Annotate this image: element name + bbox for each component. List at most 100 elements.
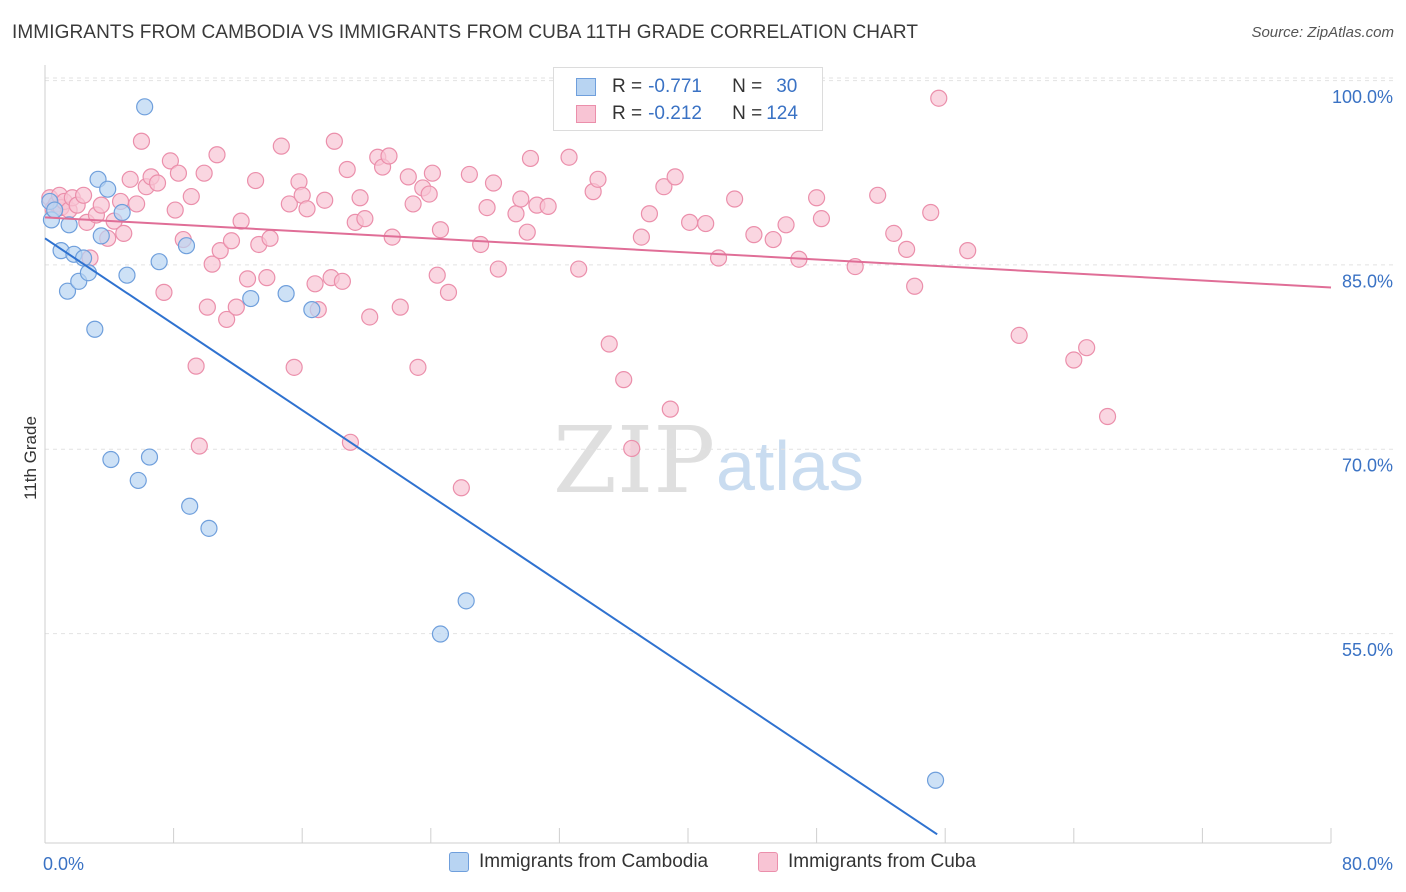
cuba-point xyxy=(211,242,229,260)
cuba-point xyxy=(148,174,167,192)
cambodia-n-label: N = xyxy=(732,76,763,97)
cuba-legend-swatch xyxy=(758,852,778,872)
cuba-point xyxy=(208,146,226,164)
cambodia-point xyxy=(58,282,77,300)
cuba-point xyxy=(539,197,557,215)
cuba-point xyxy=(325,132,343,150)
cuba-point xyxy=(1078,339,1096,357)
cambodia-legend-label: Immigrants from Cambodia xyxy=(479,851,709,872)
watermark: ZIP atlas xyxy=(553,407,864,514)
cambodia-point xyxy=(86,320,104,338)
cuba-point xyxy=(489,260,507,278)
cambodia-point xyxy=(129,471,147,490)
cuba-point xyxy=(661,400,679,418)
cambodia-point xyxy=(102,450,120,469)
cuba-point xyxy=(218,310,236,329)
gridlines xyxy=(45,77,1395,635)
cuba-point xyxy=(521,149,540,168)
cuba-point xyxy=(227,298,245,316)
cuba-point xyxy=(420,185,438,203)
cuba-point xyxy=(272,137,290,155)
y-tick-label: 70.0% xyxy=(1342,456,1393,476)
cuba-point xyxy=(959,242,977,260)
cuba-n-value: 124 xyxy=(766,103,798,124)
cuba-point xyxy=(190,437,208,455)
cuba-point xyxy=(478,199,496,217)
cuba-point xyxy=(807,189,826,207)
cuba-point xyxy=(472,235,490,254)
legend-row-cambodia: R = -0.771 N = 30 xyxy=(576,75,797,99)
cuba-swatch xyxy=(576,105,596,123)
cuba-point xyxy=(764,230,782,249)
cuba-point xyxy=(121,170,139,188)
cambodia-point xyxy=(457,592,475,610)
cuba-point xyxy=(261,229,279,247)
cuba-point xyxy=(777,216,795,234)
cuba-point xyxy=(195,164,213,182)
cuba-point xyxy=(316,191,334,209)
cambodia-point xyxy=(277,285,295,303)
cuba-point xyxy=(709,249,728,267)
cuba-point xyxy=(922,203,940,222)
cuba-point xyxy=(380,147,398,165)
y-axis-label: 11th Grade xyxy=(21,416,40,500)
source-label: Source: ZipAtlas.com xyxy=(1251,24,1394,41)
cambodia-point xyxy=(200,519,218,537)
cuba-point xyxy=(726,190,744,208)
cuba-point xyxy=(623,439,641,458)
cuba-point xyxy=(409,358,427,376)
cuba-point xyxy=(570,260,588,278)
tick-labels: 100.0% 85.0% 70.0% 55.0% 0.0% 80.0% xyxy=(43,87,1393,874)
cuba-point xyxy=(518,223,536,241)
cuba-point xyxy=(885,224,903,243)
cuba-point xyxy=(182,187,200,206)
cuba-point xyxy=(333,272,351,290)
cuba-point xyxy=(132,132,151,150)
cuba-point xyxy=(92,196,110,214)
cuba-point xyxy=(222,232,241,250)
cambodia-point xyxy=(431,625,450,643)
cuba-point xyxy=(812,210,831,228)
watermark-atlas: atlas xyxy=(716,427,864,505)
cuba-point xyxy=(74,186,93,204)
cuba-point xyxy=(404,195,422,213)
cambodia-point xyxy=(60,216,78,234)
cambodia-legend-swatch xyxy=(449,852,469,872)
cuba-point xyxy=(930,89,948,107)
y-tick-label: 100.0% xyxy=(1332,87,1393,107)
cuba-point xyxy=(351,189,369,207)
cuba-point xyxy=(246,171,265,190)
correlation-legend: R = -0.771 N = 30 R = -0.212 N = 124 xyxy=(553,67,823,131)
cuba-trend-line xyxy=(44,216,1332,289)
cuba-point xyxy=(666,168,684,186)
cuba-point xyxy=(615,371,633,389)
cambodia-point xyxy=(150,253,168,271)
cuba-point xyxy=(280,195,298,213)
cuba-point xyxy=(898,240,916,258)
cuba-point xyxy=(431,221,450,239)
cuba-point xyxy=(298,200,316,218)
legend-row-cuba: R = -0.212 N = 124 xyxy=(576,102,798,126)
cambodia-r-label: R = xyxy=(612,76,643,97)
cuba-point xyxy=(115,224,133,243)
cuba-point xyxy=(1098,407,1117,426)
cuba-point xyxy=(452,479,470,497)
cambodia-r-value: -0.771 xyxy=(648,76,702,97)
bottom-legend-cuba: Immigrants from Cuba xyxy=(758,851,976,873)
cuba-point xyxy=(507,205,525,223)
cuba-point xyxy=(169,164,188,182)
cuba-point xyxy=(697,214,715,233)
cuba-point xyxy=(869,186,887,204)
cuba-point xyxy=(423,164,442,182)
cuba-point xyxy=(187,357,205,375)
cambodia-point xyxy=(99,180,117,198)
x-tick-label: 0.0% xyxy=(43,854,84,874)
cuba-point xyxy=(198,298,216,316)
cuba-n-label: N = xyxy=(732,103,763,124)
cuba-point xyxy=(640,205,659,223)
bottom-legend-cambodia: Immigrants from Cambodia xyxy=(449,851,708,873)
cambodia-point xyxy=(136,98,154,116)
cambodia-point xyxy=(92,227,110,245)
cuba-r-label: R = xyxy=(612,103,643,124)
cuba-point xyxy=(600,335,618,353)
